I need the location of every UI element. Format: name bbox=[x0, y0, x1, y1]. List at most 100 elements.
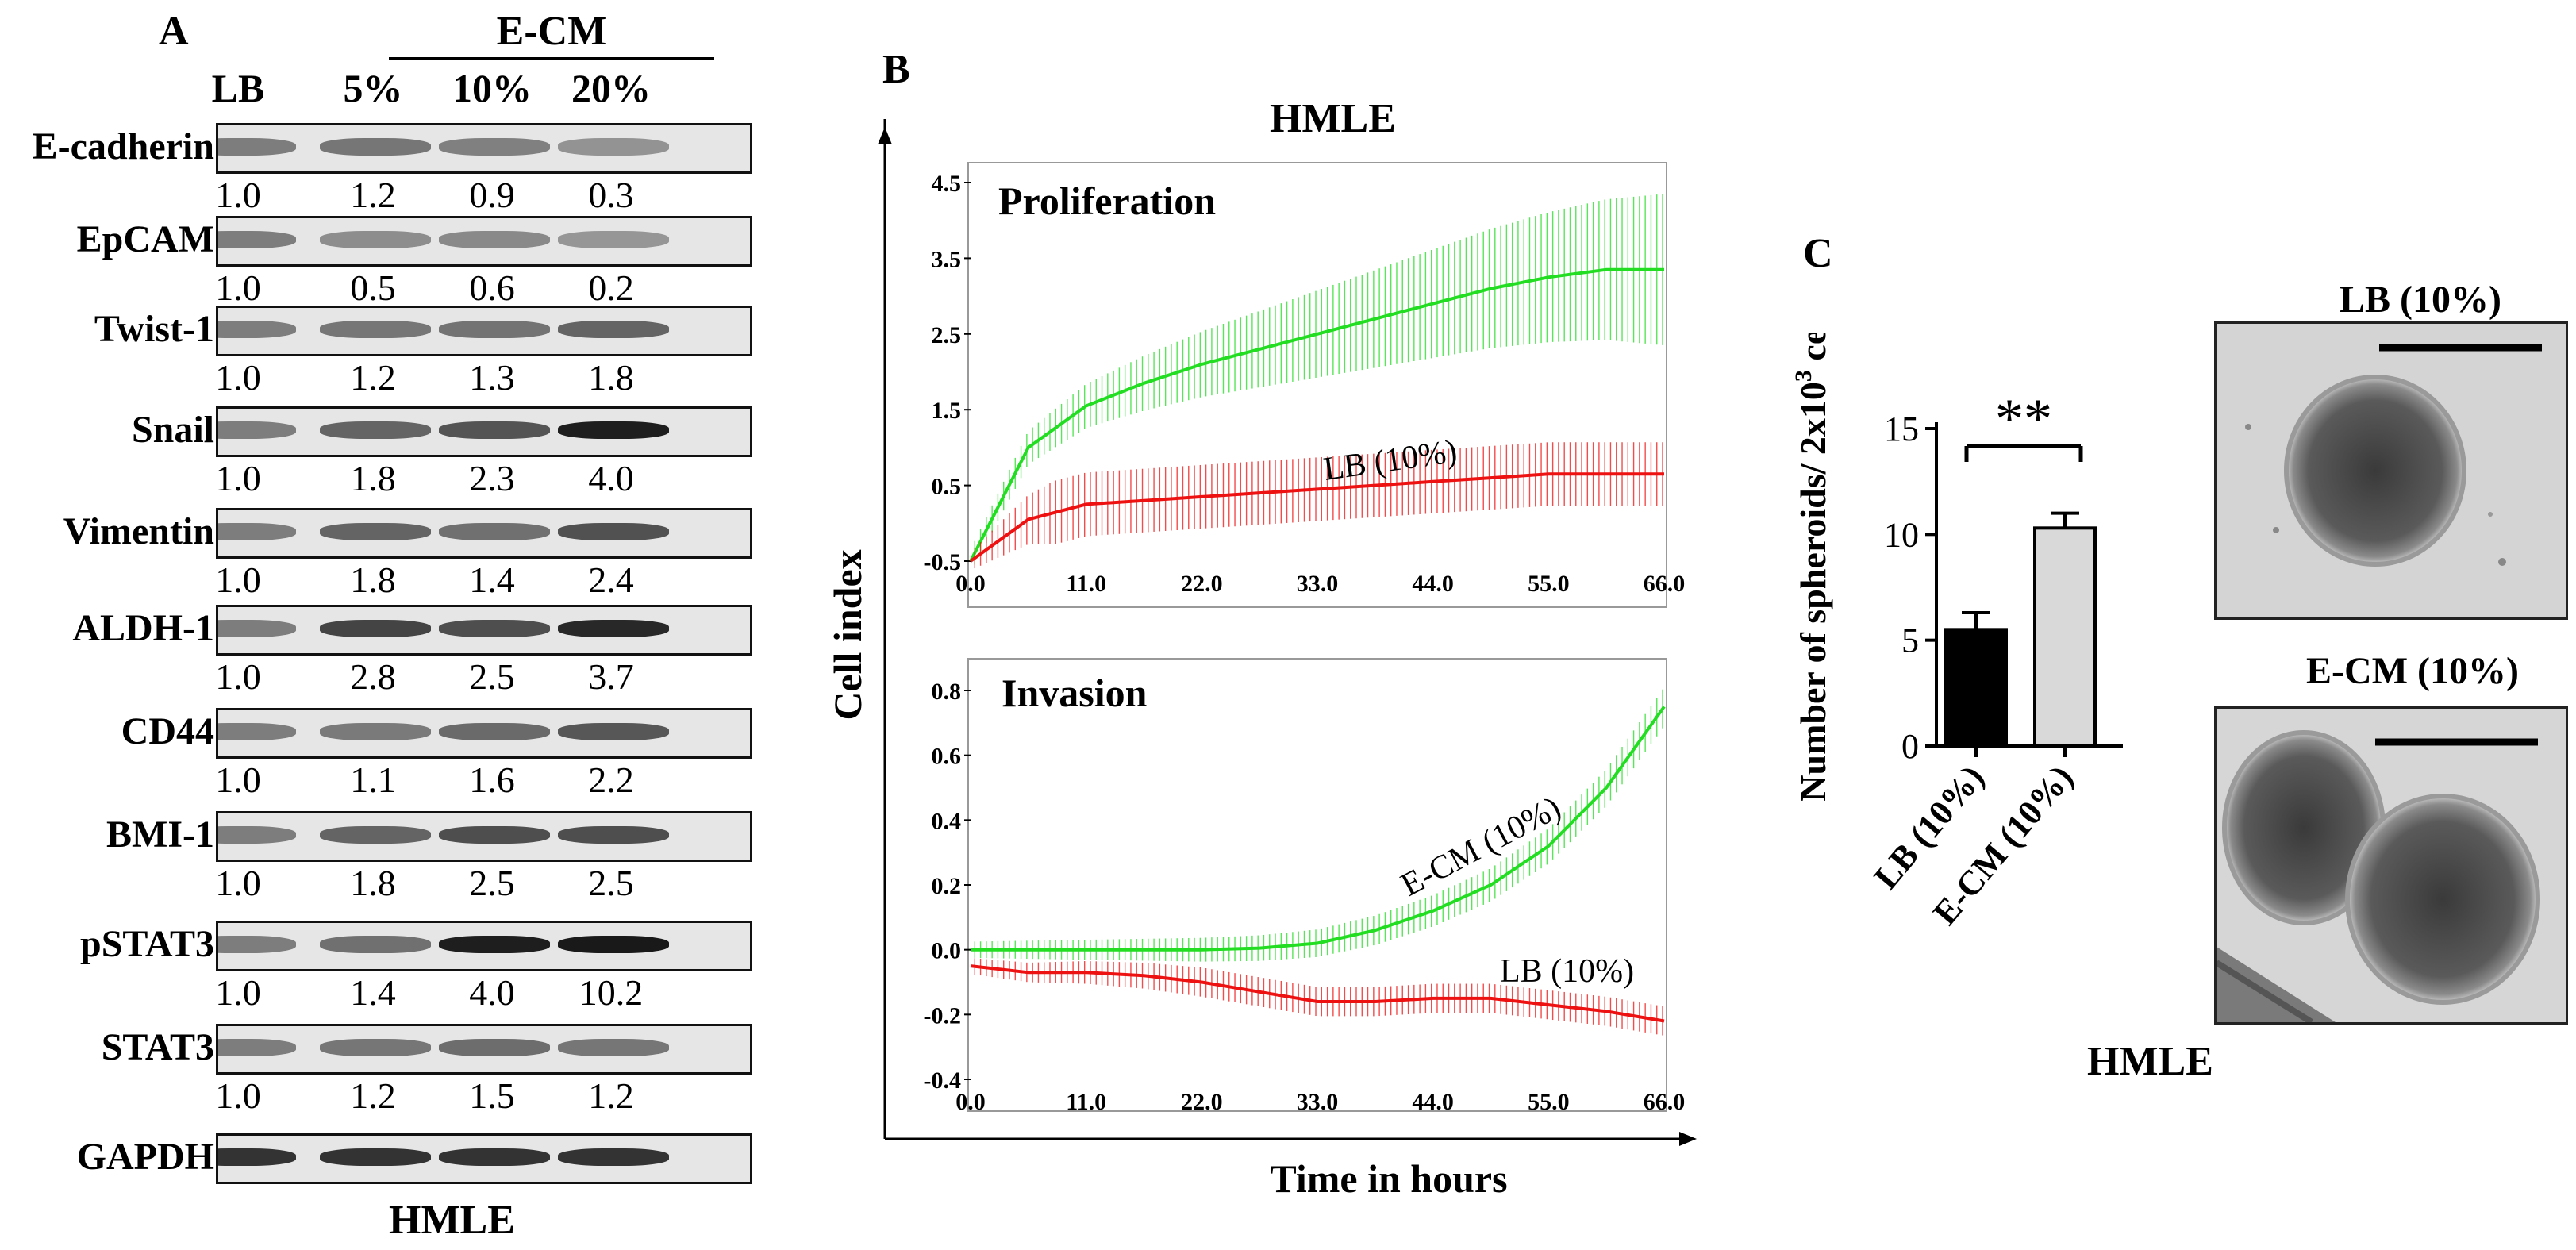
lane-header: LB bbox=[211, 66, 265, 110]
bar bbox=[1944, 628, 2008, 748]
densitometry-value: 0.6 bbox=[469, 267, 515, 308]
bar bbox=[2033, 526, 2097, 748]
blot-label: Twist-1 bbox=[94, 308, 214, 350]
densitometry-value: 1.2 bbox=[350, 175, 396, 215]
densitometry-value: 2.8 bbox=[350, 656, 396, 697]
x-tick-label: 66.0 bbox=[1644, 571, 1686, 597]
x-tick-label: 55.0 bbox=[1528, 1089, 1570, 1115]
blot-band bbox=[218, 936, 296, 953]
blot-band bbox=[218, 826, 296, 844]
densitometry-value: 1.1 bbox=[350, 760, 396, 800]
y-tick-label: -0.4 bbox=[924, 1067, 962, 1094]
bar-y-tick-label: 10 bbox=[1884, 515, 1919, 554]
blot-band bbox=[558, 138, 669, 156]
blot-band bbox=[320, 826, 431, 844]
blot-band bbox=[218, 421, 296, 439]
densitometry-value: 1.0 bbox=[215, 1075, 261, 1116]
x-tick-label: 22.0 bbox=[1181, 571, 1223, 597]
blot-band bbox=[218, 723, 296, 740]
densitometry-value: 1.8 bbox=[350, 458, 396, 498]
photo-bottom-label: E-CM (10%) bbox=[2306, 650, 2519, 692]
blot-band bbox=[439, 523, 550, 540]
blot-strip bbox=[216, 1024, 752, 1075]
densitometry-value: 1.0 bbox=[215, 267, 261, 308]
y-tick-label: 3.5 bbox=[932, 246, 962, 272]
blot-band bbox=[439, 231, 550, 248]
blot-band bbox=[218, 138, 296, 156]
blot-strip bbox=[216, 306, 752, 356]
y-tick-label: 0.2 bbox=[932, 873, 962, 899]
densitometry-value: 1.0 bbox=[215, 175, 261, 215]
series-line bbox=[969, 472, 1664, 563]
proliferation-plot: 4.5 3.5 2.5 1.5 0.5 -0.50.0 11.0 22.0 33.0 44.0 55… bbox=[924, 171, 1686, 597]
blot-band bbox=[439, 620, 550, 637]
densitometry-value: 2.5 bbox=[588, 863, 634, 903]
blot-band bbox=[218, 1148, 296, 1166]
bar-y-tick-label: 0 bbox=[1901, 727, 1919, 766]
blot-band bbox=[558, 421, 669, 439]
densitometry-value: 1.0 bbox=[215, 560, 261, 600]
x-tick-label: 11.0 bbox=[1066, 571, 1106, 597]
densitometry-value: 0.9 bbox=[469, 175, 515, 215]
densitometry-value: 1.4 bbox=[469, 560, 515, 600]
blot-band bbox=[320, 1148, 431, 1166]
blot-band bbox=[558, 936, 669, 953]
blot-label: BMI-1 bbox=[106, 813, 214, 856]
blot-strip bbox=[216, 1133, 752, 1184]
blot-strip bbox=[216, 216, 752, 267]
lb-spheroid-image bbox=[2214, 321, 2568, 620]
cell-index-charts: Cell index Time in hours Proliferation 4… bbox=[825, 119, 1697, 1201]
y-tick-label: 4.5 bbox=[932, 171, 962, 197]
bar-y-tick-label: 15 bbox=[1884, 410, 1919, 448]
panel-b-y-label: Cell index bbox=[825, 549, 870, 720]
blot-band bbox=[320, 1039, 431, 1056]
blot-label: GAPDH bbox=[76, 1136, 214, 1178]
densitometry-value: 4.0 bbox=[469, 972, 515, 1013]
blot-band bbox=[439, 321, 550, 338]
blot-band bbox=[558, 826, 669, 844]
y-tick-label: 0.0 bbox=[932, 938, 962, 964]
y-tick-label: 0.4 bbox=[932, 808, 962, 834]
densitometry-value: 0.5 bbox=[350, 267, 396, 308]
densitometry-value: 2.5 bbox=[469, 863, 515, 903]
blot-band bbox=[558, 1148, 669, 1166]
blot-label: STAT3 bbox=[101, 1026, 214, 1068]
densitometry-value: 1.8 bbox=[588, 357, 634, 398]
blot-label: Snail bbox=[131, 409, 214, 451]
blot-label: ALDH-1 bbox=[72, 607, 214, 649]
blot-strip bbox=[216, 708, 752, 759]
blot-label: E-cadherin bbox=[32, 125, 214, 167]
invasion-plot: 0.80.60.40.20.0-0.2-0.40.0 11.0 22.0 33.0 44… bbox=[924, 679, 1686, 1115]
ecm-group-label: E-CM bbox=[496, 9, 607, 54]
densitometry-value: 1.4 bbox=[350, 972, 396, 1013]
blot-band bbox=[558, 523, 669, 540]
inv-lb-label: LB (10%) bbox=[1500, 953, 1634, 990]
lane-header: 5% bbox=[343, 66, 403, 110]
blot-band bbox=[439, 1039, 550, 1056]
densitometry-value: 1.0 bbox=[215, 656, 261, 697]
invasion-title: Invasion bbox=[1002, 671, 1148, 715]
blot-strip bbox=[216, 406, 752, 457]
panel-b-label: B bbox=[882, 47, 910, 92]
blot-band bbox=[558, 723, 669, 740]
y-tick-label: 1.5 bbox=[932, 398, 962, 424]
densitometry-value: 1.2 bbox=[588, 1075, 634, 1116]
proliferation-title: Proliferation bbox=[998, 179, 1216, 223]
panel-c-label: C bbox=[1803, 231, 1833, 276]
y-tick-label: 2.5 bbox=[932, 322, 962, 348]
series-line bbox=[970, 964, 1665, 1023]
series-line bbox=[971, 706, 1666, 952]
densitometry-value: 1.8 bbox=[350, 863, 396, 903]
blot-band bbox=[218, 620, 296, 637]
densitometry-value: 1.0 bbox=[215, 357, 261, 398]
spheroid-bar-chart: Number of spheroids/ 2x103 cells 151050L… bbox=[1790, 333, 2123, 933]
densitometry-value: 1.3 bbox=[469, 357, 515, 398]
blot-band bbox=[439, 1148, 550, 1166]
blot-label: pSTAT3 bbox=[80, 923, 214, 965]
y-tick-label: -0.2 bbox=[924, 1002, 962, 1029]
blot-band bbox=[439, 826, 550, 844]
blot-band bbox=[558, 1039, 669, 1056]
panel-b-title: HMLE bbox=[1270, 96, 1396, 141]
panel-c-y-label: Number of spheroids/ 2x103 cells bbox=[1790, 333, 1833, 802]
blot-band bbox=[320, 936, 431, 953]
